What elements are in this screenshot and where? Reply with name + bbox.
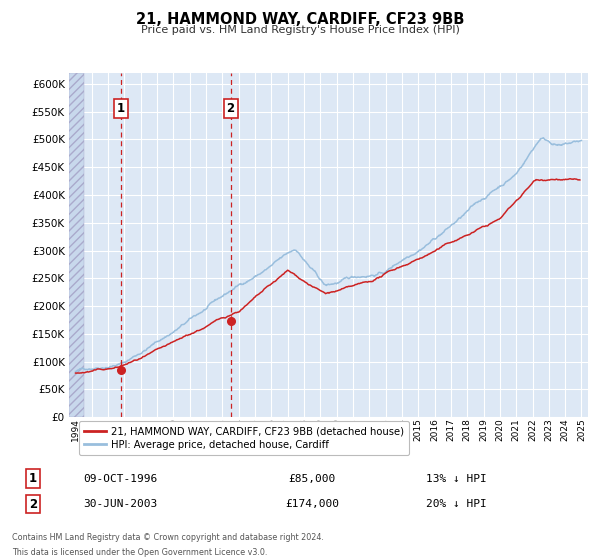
Text: Contains HM Land Registry data © Crown copyright and database right 2024.: Contains HM Land Registry data © Crown c…	[12, 533, 324, 542]
Text: This data is licensed under the Open Government Licence v3.0.: This data is licensed under the Open Gov…	[12, 548, 268, 557]
Text: 1: 1	[117, 102, 125, 115]
Text: 2: 2	[29, 497, 37, 511]
Text: Price paid vs. HM Land Registry's House Price Index (HPI): Price paid vs. HM Land Registry's House …	[140, 25, 460, 35]
Text: 09-OCT-1996: 09-OCT-1996	[83, 474, 157, 484]
Text: 20% ↓ HPI: 20% ↓ HPI	[425, 499, 487, 509]
Text: 21, HAMMOND WAY, CARDIFF, CF23 9BB: 21, HAMMOND WAY, CARDIFF, CF23 9BB	[136, 12, 464, 27]
Text: 1: 1	[29, 472, 37, 486]
Text: £85,000: £85,000	[289, 474, 335, 484]
Text: 30-JUN-2003: 30-JUN-2003	[83, 499, 157, 509]
Legend: 21, HAMMOND WAY, CARDIFF, CF23 9BB (detached house), HPI: Average price, detache: 21, HAMMOND WAY, CARDIFF, CF23 9BB (deta…	[79, 422, 409, 455]
Text: 2: 2	[227, 102, 235, 115]
Text: £174,000: £174,000	[285, 499, 339, 509]
Text: 13% ↓ HPI: 13% ↓ HPI	[425, 474, 487, 484]
Bar	[69, 73, 83, 417]
